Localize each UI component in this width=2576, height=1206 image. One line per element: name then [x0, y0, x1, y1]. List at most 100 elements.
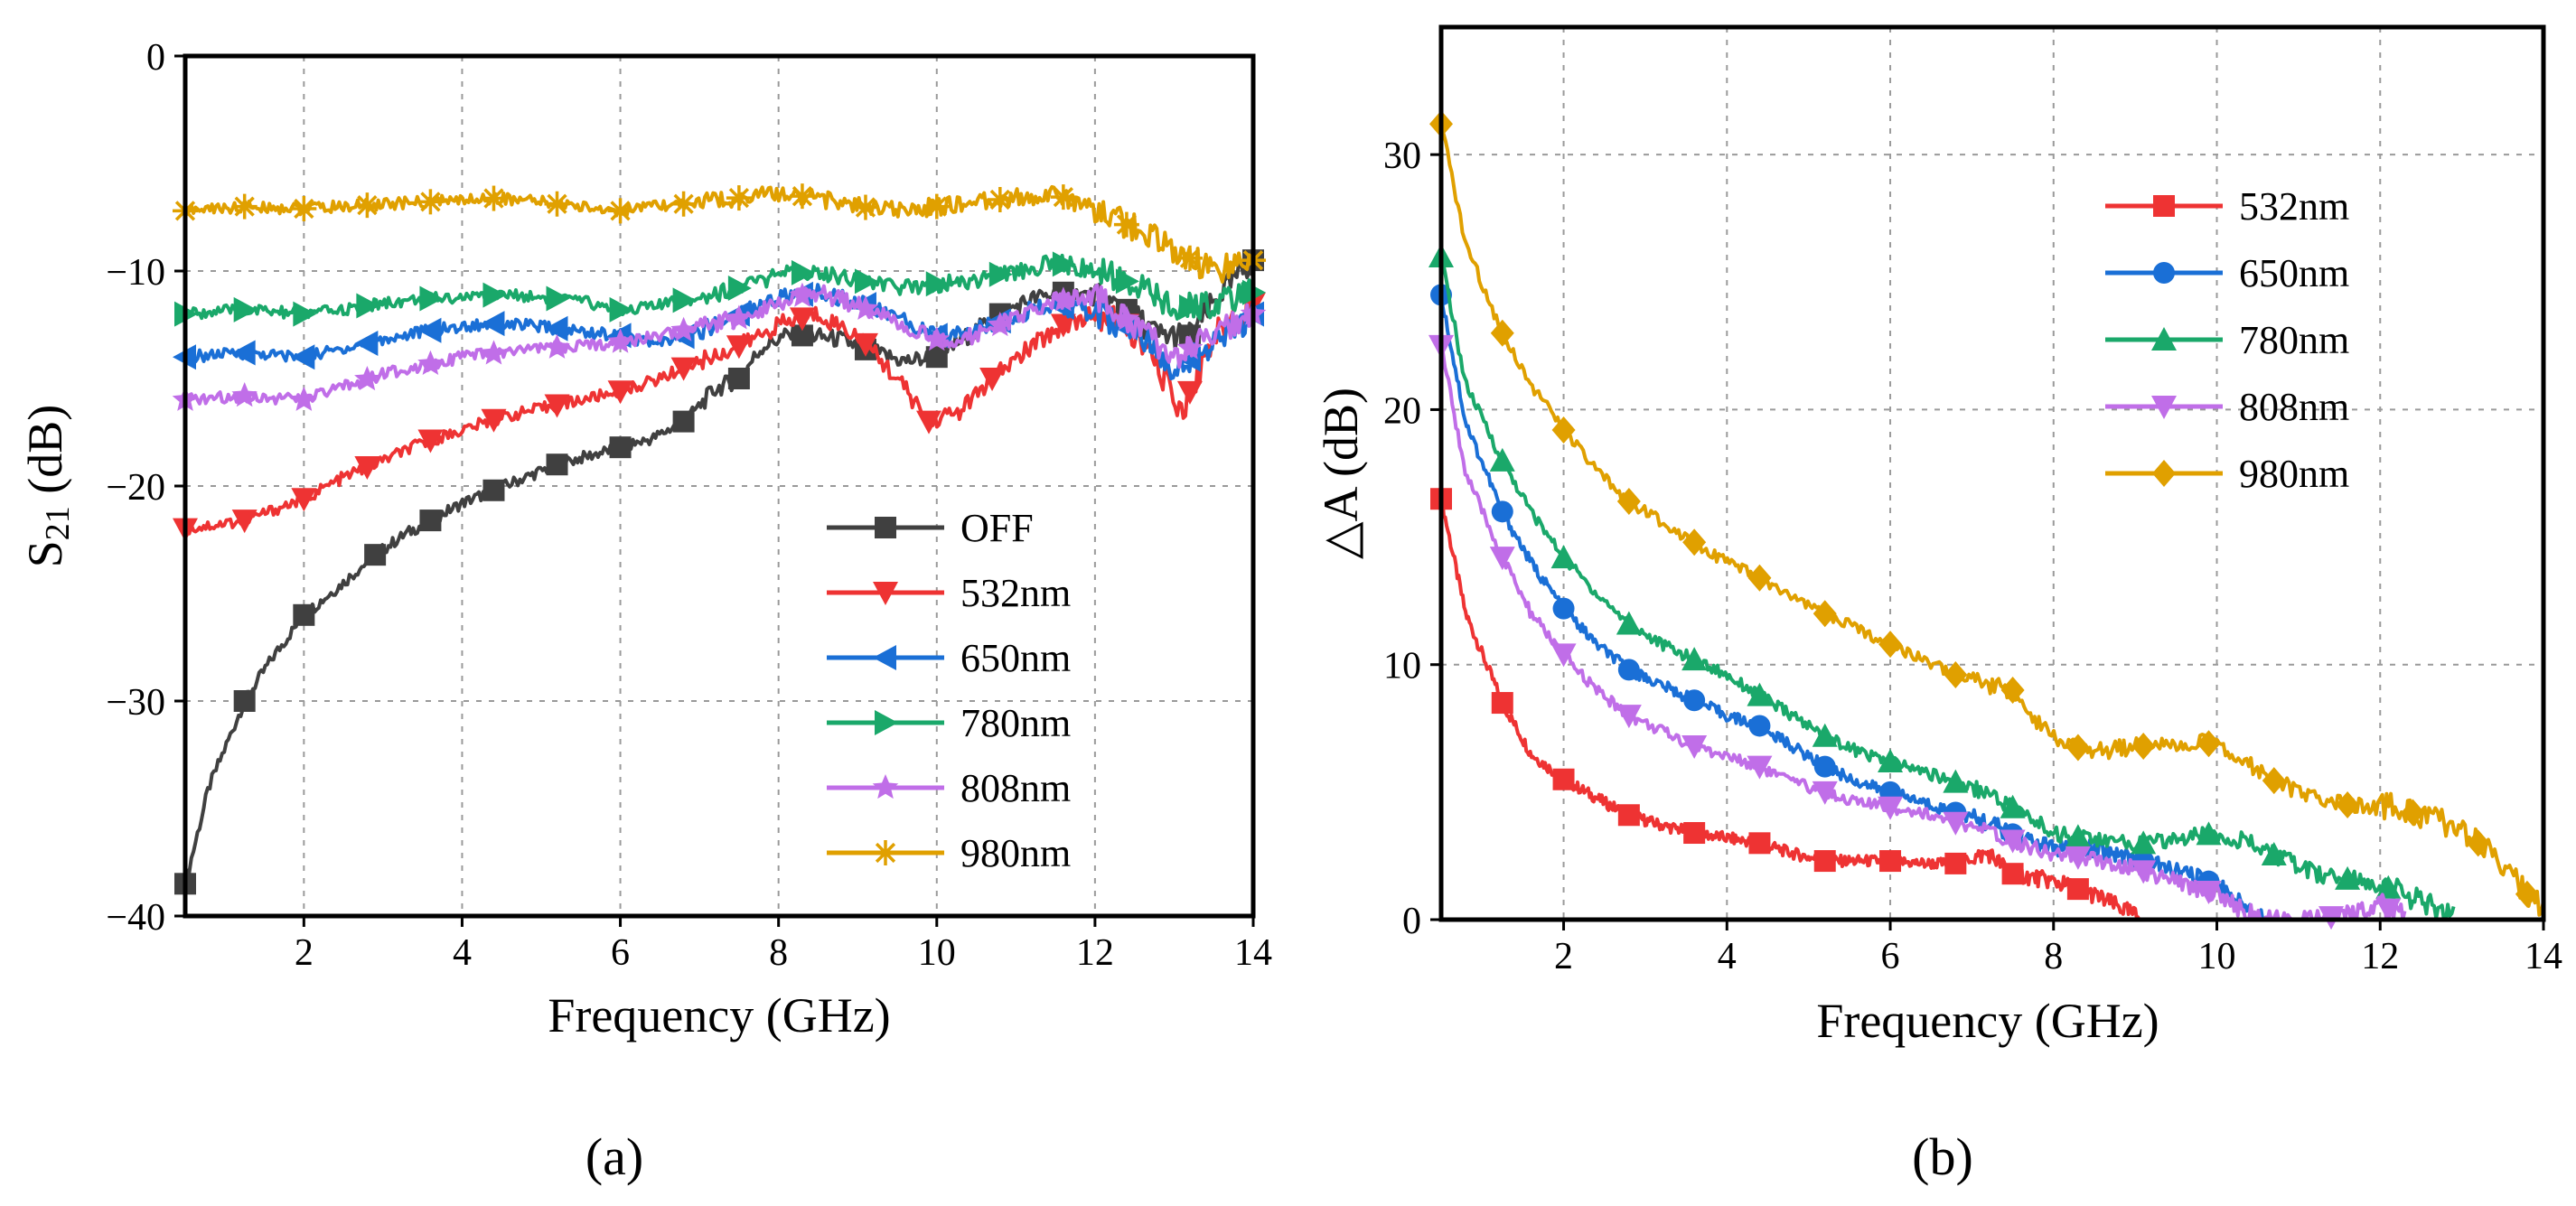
- panel-a-point-980nm: [726, 185, 752, 211]
- panel-a-series-780nm: [174, 251, 1266, 327]
- panel-a-point-780nm: [356, 293, 380, 319]
- panel-b-series-532nm: [1430, 488, 2144, 921]
- panel-a-legend-marker: [873, 582, 898, 605]
- panel-a-legend-label: 532nm: [960, 571, 1071, 615]
- panel-b-legend-label: 650nm: [2239, 251, 2349, 295]
- panel-b-line-532nm: [1439, 498, 2144, 921]
- panel-a-y-axis-label: S21 (dB): [18, 405, 77, 568]
- panel-b-point-650nm: [1552, 597, 1575, 620]
- panel-b-point-780nm: [2000, 794, 2026, 818]
- panel-a-point-780nm: [727, 276, 752, 302]
- panel-b-point-780nm: [1878, 748, 1904, 772]
- panel-a-point-808nm: [354, 366, 380, 391]
- panel-b-legend-label: 780nm: [2239, 318, 2349, 362]
- panel-b-x-tick-label: 14: [2524, 936, 2562, 977]
- panel-b-point-980nm: [1490, 319, 1514, 347]
- panel-a-point-808nm: [670, 316, 697, 341]
- panel-a-y-axis-label-sub: 21: [39, 506, 77, 540]
- panel-a-point-808nm: [291, 386, 317, 411]
- panel-b-x-tick-label: 12: [2361, 936, 2399, 977]
- panel-b-line-808nm: [1439, 348, 2407, 921]
- panel-b-plot-frame: [1438, 24, 2546, 922]
- panel-b-point-780nm: [1747, 682, 1773, 706]
- panel-a-line-532nm: [183, 295, 1255, 536]
- panel-a-point-650nm: [481, 311, 505, 337]
- panel-a-point-532nm: [417, 429, 444, 453]
- panel-b-point-532nm: [1748, 832, 1771, 855]
- panel-b-y-tick-label: 30: [1383, 136, 1421, 177]
- panel-a-point-980nm: [231, 193, 258, 220]
- panel-b-point-808nm: [1550, 643, 1577, 668]
- panel-b-point-532nm: [1813, 850, 1836, 873]
- panel-b-legend: 532nm 650nm 780nm 808nm 980nm: [2105, 184, 2349, 496]
- panel-b-x-tick-label: 4: [1718, 936, 1737, 977]
- panel-b-point-780nm: [2131, 830, 2157, 855]
- panel-b-x-tick-label: 6: [1881, 936, 1900, 977]
- panel-a-series-532nm: [173, 292, 1266, 542]
- panel-a-y-axis-label-main: S: [18, 540, 72, 567]
- panel-a-point-650nm: [291, 344, 315, 370]
- panel-b-legend-item-532nm: 532nm: [2105, 184, 2349, 229]
- panel-b-legend-item-808nm: 808nm: [2105, 385, 2349, 429]
- panel-a-point-808nm: [1050, 286, 1077, 312]
- panel-a-point-808nm: [789, 282, 816, 307]
- panel-a-point-off: [727, 368, 750, 389]
- panel-a-point-780nm: [925, 271, 950, 297]
- panel-a-grid: [185, 56, 1253, 916]
- panel-b-y-tick-label: 10: [1383, 646, 1421, 687]
- panel-b-point-980nm: [1747, 564, 1772, 592]
- panel-a-point-980nm: [291, 195, 317, 221]
- panel-b-point-808nm: [1943, 811, 1969, 836]
- panel-b-x-tick-label: 2: [1554, 936, 1573, 977]
- panel-b-point-808nm: [2196, 880, 2222, 904]
- panel-a-point-650nm: [354, 330, 379, 356]
- panel-b-point-780nm: [2065, 824, 2091, 848]
- panel-a-point-808nm: [852, 294, 879, 320]
- panel-a-point-808nm: [726, 304, 753, 330]
- panel-b-point-532nm: [1617, 804, 1640, 827]
- panel-b-point-808nm: [2065, 846, 2091, 870]
- panel-a-x-tick-label: 6: [611, 932, 630, 974]
- panel-b-point-980nm: [2515, 880, 2539, 908]
- panel-a-point-780nm: [546, 285, 570, 312]
- panel-b-point-780nm: [2375, 874, 2402, 899]
- panel-b-point-650nm: [1617, 659, 1640, 681]
- panel-b-point-780nm: [2196, 821, 2222, 846]
- panel-a-x-tick-label: 4: [453, 932, 472, 974]
- panel-b-point-532nm: [1944, 852, 1967, 874]
- panel-a-point-780nm: [988, 261, 1013, 287]
- panel-b-point-780nm: [1943, 769, 1969, 793]
- panel-a-point-780nm: [1178, 294, 1203, 320]
- panel-b-legend-marker: [2152, 460, 2176, 487]
- panel-a-legend: OFF 532nm 650nm 780nm 808nm 980nm: [827, 506, 1071, 875]
- panel-b-point-780nm: [1812, 723, 1838, 747]
- panel-a-point-980nm: [481, 185, 507, 211]
- panel-a-point-980nm: [607, 198, 633, 224]
- panel-b-point-532nm: [1491, 692, 1513, 715]
- panel-b-point-980nm: [1682, 528, 1707, 556]
- panel-b-legend-marker: [2153, 262, 2175, 284]
- panel-b-ticks: 2 4 6 8 10 12 14 0 10 20 30: [1383, 136, 2562, 977]
- panel-b-series-980nm: [1429, 110, 2545, 917]
- panel-b-point-532nm: [2066, 878, 2089, 901]
- panel-a-x-tick-label: 8: [769, 932, 788, 974]
- panel-a-legend-item-808nm: 808nm: [827, 766, 1071, 810]
- panel-b-point-780nm: [1550, 545, 1577, 569]
- panel-b-point-808nm: [1747, 755, 1773, 780]
- panel-a-series-808nm: [172, 282, 1267, 411]
- panel-a-point-780nm: [854, 268, 878, 294]
- panel-b-point-808nm: [1616, 705, 1642, 729]
- panel-a-y-tick-label: −30: [106, 682, 165, 724]
- panel-b-point-780nm: [1489, 447, 1515, 472]
- panel-a-chart: 2 4 6 8 10 12 14−40−30−20−100 Frequency (GHz) …: [18, 37, 1272, 1186]
- panel-a-point-980nm: [417, 189, 444, 215]
- panel-b-point-532nm: [2001, 863, 2024, 885]
- panel-a-y-tick-label: −20: [106, 467, 165, 509]
- panel-a-point-off: [419, 510, 442, 532]
- panel-a-ticks: 2 4 6 8 10 12 14 −40 −30 −20 −10 0: [106, 37, 1272, 974]
- panel-b-point-808nm: [1878, 796, 1904, 820]
- panel-a-x-tick-label: 14: [1234, 932, 1272, 974]
- panel-a-point-532nm: [789, 307, 815, 332]
- panel-a-point-off: [482, 479, 505, 501]
